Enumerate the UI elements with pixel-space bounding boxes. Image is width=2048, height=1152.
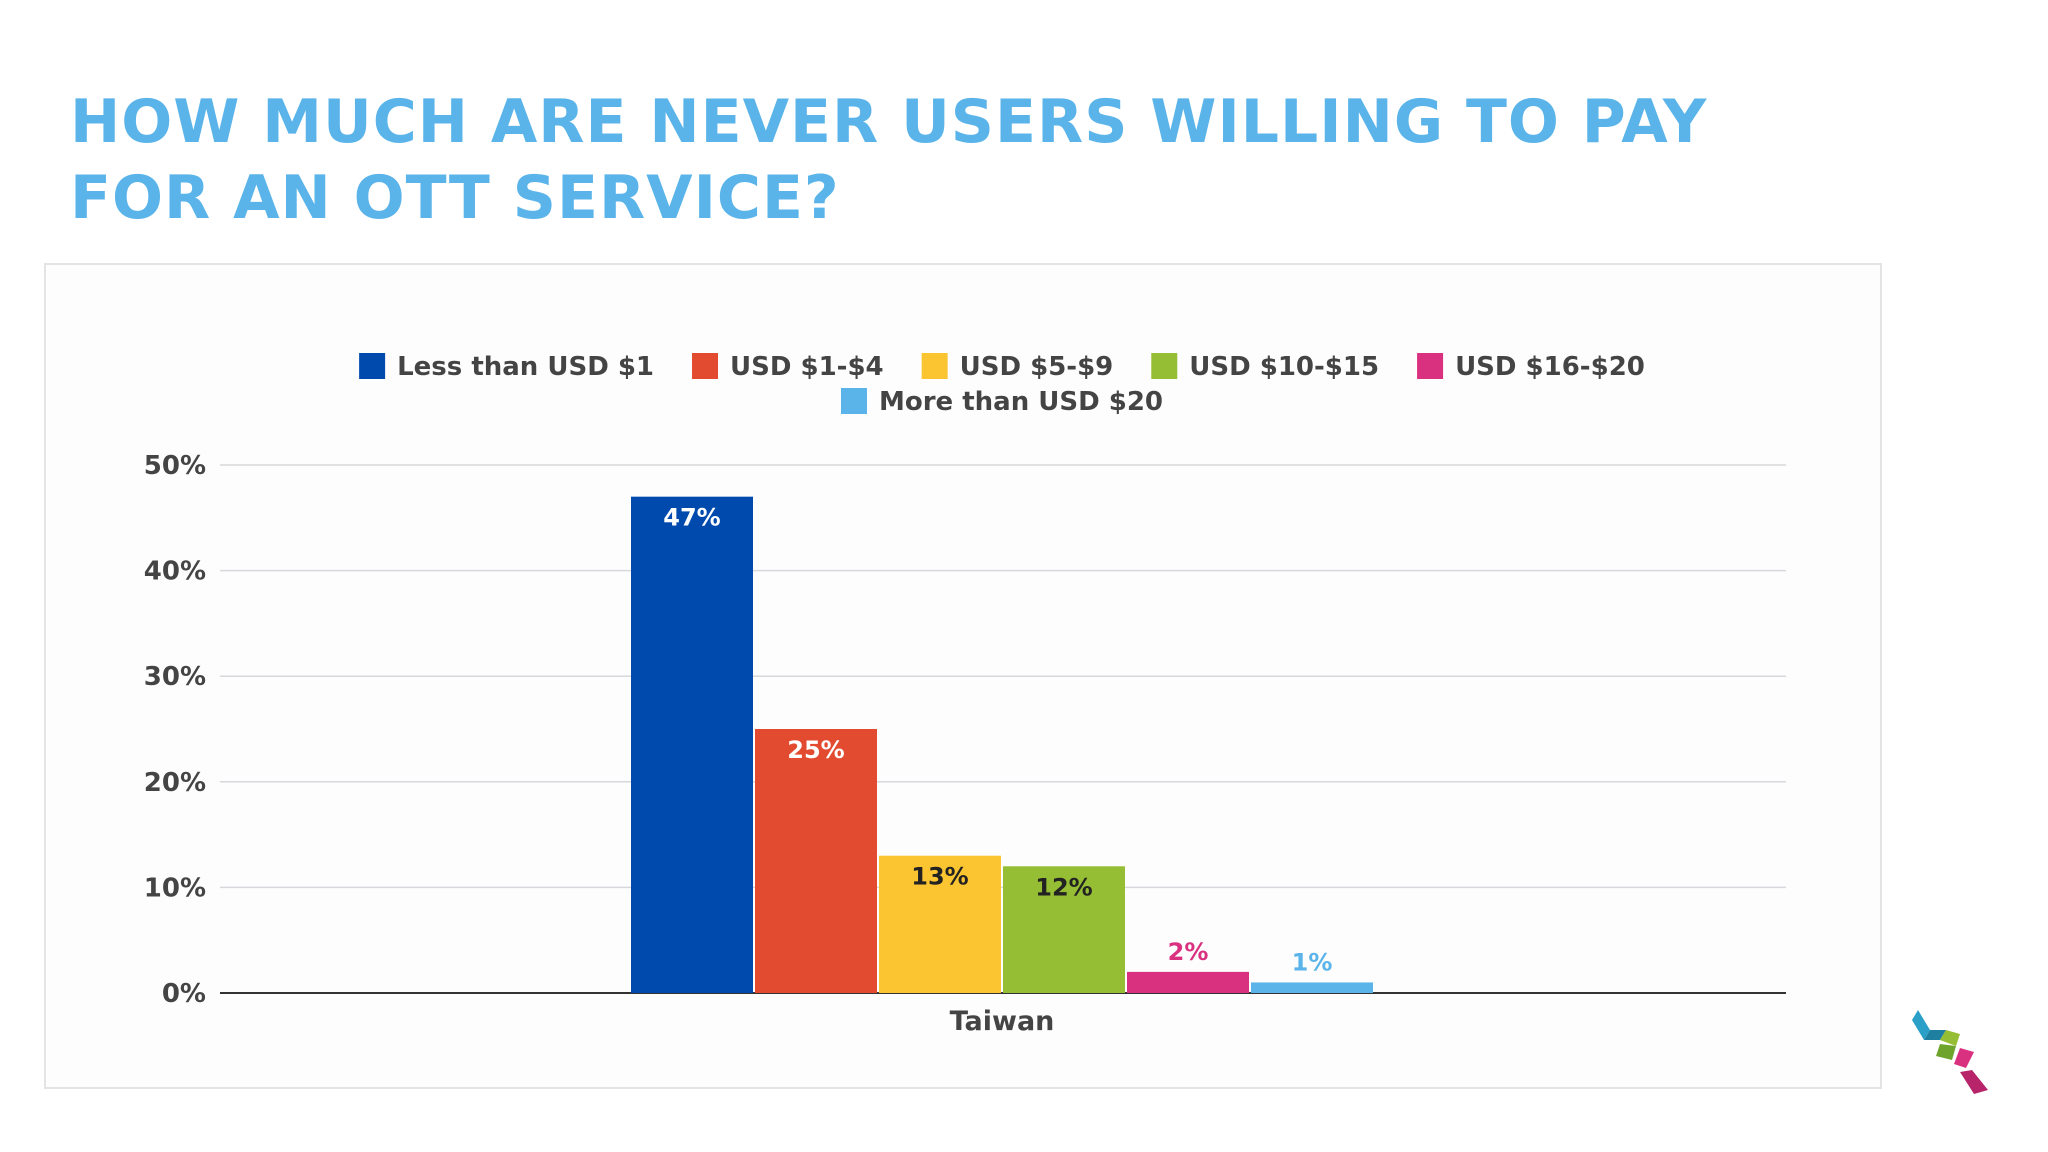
legend-label: USD $16-$20: [1455, 352, 1645, 382]
legend-swatch: [1151, 353, 1178, 379]
data-label: 1%: [1292, 948, 1333, 976]
company-logo-icon: [1912, 1010, 1988, 1094]
data-label: 47%: [663, 504, 720, 532]
y-tick-label: 10%: [144, 873, 206, 903]
bar: [1003, 866, 1125, 993]
bar: [755, 729, 877, 993]
y-tick-label: 30%: [144, 662, 206, 692]
chart-card: 0% 10% 20% 30% 40% 50% 47% 25% 13% 12% 2% 1% Taiwan L…: [44, 263, 1882, 1089]
y-tick-label: 40%: [144, 557, 206, 587]
data-label: 12%: [1035, 873, 1092, 901]
y-tick-label: 50%: [144, 451, 206, 481]
legend-label: USD $10-$15: [1189, 352, 1379, 382]
legend-swatch: [1417, 353, 1444, 379]
legend-swatch: [921, 353, 948, 379]
legend-label: USD $5-$9: [960, 352, 1114, 382]
legend-label: Less than USD $1: [397, 352, 654, 382]
y-tick-label: 0%: [162, 979, 206, 1009]
data-label: 13%: [911, 863, 968, 891]
y-tick-label: 20%: [144, 768, 206, 798]
legend-label: USD $1-$4: [730, 352, 884, 382]
data-label: 2%: [1168, 938, 1209, 966]
legend-label: More than USD $20: [879, 387, 1163, 417]
legend-swatch: [840, 388, 867, 414]
data-label: 25%: [787, 736, 844, 764]
page-title: HOW MUCH ARE NEVER USERS WILLING TO PAY …: [70, 87, 1708, 233]
bar: [631, 496, 753, 993]
legend-swatch: [692, 353, 719, 379]
bar-chart: 0% 10% 20% 30% 40% 50% 47% 25% 13% 12% 2% 1% Taiwan L…: [144, 352, 1786, 1037]
legend-swatch: [359, 353, 386, 379]
bar: [1251, 982, 1373, 993]
bar: [879, 855, 1001, 993]
bar: [1127, 971, 1249, 993]
x-category-label: Taiwan: [950, 1006, 1055, 1037]
